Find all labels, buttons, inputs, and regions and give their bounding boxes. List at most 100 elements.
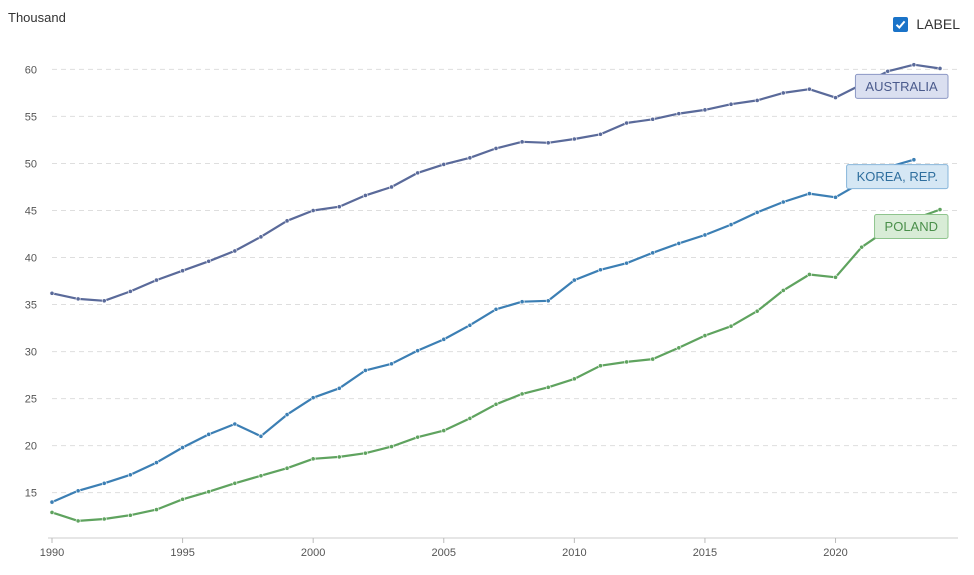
data-point-poland <box>363 450 368 456</box>
data-point-australia <box>75 296 81 302</box>
series-label-box-poland <box>874 213 949 239</box>
data-point-korea <box>702 232 708 238</box>
data-point-poland <box>754 308 760 314</box>
data-point-korea <box>415 348 421 354</box>
data-point-poland <box>127 512 133 518</box>
data-point-poland <box>571 376 577 382</box>
y-tick-label: 35 <box>25 300 37 312</box>
data-point-poland <box>232 480 238 486</box>
data-point-australia <box>780 90 786 96</box>
data-point-poland <box>780 288 786 293</box>
y-axis-unit-label: Thousand <box>8 10 66 25</box>
y-tick-label: 45 <box>25 205 37 217</box>
data-point-poland <box>519 391 525 397</box>
data-point-australia <box>807 86 812 92</box>
data-point-poland <box>728 323 734 329</box>
y-tick-label: 25 <box>25 394 37 406</box>
series-label-korea: KOREA, REP. <box>857 169 938 184</box>
data-point-poland <box>859 244 865 250</box>
data-point-korea <box>258 433 264 439</box>
data-point-korea <box>676 241 682 246</box>
series-line-korea <box>51 158 915 504</box>
label-toggle-checkbox[interactable]: LABEL <box>893 16 960 32</box>
data-point-australia <box>911 62 917 68</box>
data-point-australia <box>336 204 342 210</box>
data-point-australia <box>624 120 629 126</box>
data-point-korea <box>780 199 786 205</box>
series-line-australia <box>51 63 941 302</box>
y-tick-label: 20 <box>25 441 37 453</box>
data-point-korea <box>754 209 760 215</box>
data-point-poland <box>49 510 55 515</box>
data-point-poland <box>415 434 421 440</box>
data-point-australia <box>310 208 316 213</box>
data-point-korea <box>336 385 342 391</box>
data-point-korea <box>49 499 55 505</box>
series-label-australia: AUSTRALIA <box>865 79 938 94</box>
data-point-australia <box>180 268 185 274</box>
data-point-korea <box>75 488 81 494</box>
data-point-korea <box>441 336 447 342</box>
data-point-australia <box>676 111 682 117</box>
data-point-australia <box>206 258 212 264</box>
data-point-korea <box>363 367 368 373</box>
data-point-poland <box>75 518 81 524</box>
series-label-box-korea <box>846 164 949 190</box>
data-point-poland <box>807 272 812 277</box>
data-point-australia <box>885 68 891 74</box>
data-point-poland <box>702 333 708 338</box>
data-point-poland <box>833 274 838 280</box>
x-tick-label: 2010 <box>562 547 586 559</box>
data-point-poland <box>650 356 656 362</box>
data-point-poland <box>180 496 185 502</box>
data-point-australia <box>598 131 603 137</box>
data-point-australia <box>519 139 525 145</box>
data-point-poland <box>336 454 342 460</box>
data-point-australia <box>284 218 290 224</box>
data-point-korea <box>310 395 316 401</box>
data-point-australia <box>415 170 421 176</box>
data-point-korea <box>571 277 577 283</box>
data-point-australia <box>441 162 447 167</box>
data-point-korea <box>598 267 603 273</box>
data-point-korea <box>389 361 394 367</box>
data-point-korea <box>545 298 551 304</box>
data-point-korea <box>101 480 107 486</box>
data-point-korea <box>624 260 629 266</box>
data-point-australia <box>833 95 838 101</box>
data-point-korea <box>833 194 838 200</box>
data-point-australia <box>101 298 107 304</box>
series-line-poland <box>51 208 941 523</box>
data-point-australia <box>363 193 368 198</box>
data-point-korea <box>467 322 473 328</box>
data-point-korea <box>154 460 159 465</box>
x-tick-label: 2000 <box>301 547 325 559</box>
data-point-australia <box>702 107 708 113</box>
data-point-poland <box>937 207 943 212</box>
data-point-australia <box>545 140 551 146</box>
data-point-korea <box>232 421 238 427</box>
y-tick-label: 40 <box>25 253 37 265</box>
y-tick-label: 55 <box>25 111 37 123</box>
data-point-australia <box>571 136 577 142</box>
y-tick-label: 15 <box>25 488 37 500</box>
data-point-korea <box>127 472 133 478</box>
x-tick-label: 2005 <box>432 547 456 559</box>
data-point-poland <box>676 345 682 351</box>
data-point-korea <box>284 412 290 418</box>
checkbox-checked-icon[interactable] <box>893 16 909 32</box>
data-point-australia <box>389 184 394 190</box>
data-point-australia <box>467 155 473 161</box>
y-tick-label: 50 <box>25 158 37 170</box>
data-point-australia <box>650 116 656 122</box>
data-point-poland <box>624 359 629 365</box>
data-point-poland <box>598 363 603 369</box>
x-tick-label: 2015 <box>693 547 717 559</box>
data-point-korea <box>728 222 734 228</box>
data-point-korea <box>807 191 812 196</box>
data-point-poland <box>206 489 212 495</box>
y-tick-label: 30 <box>25 347 37 359</box>
data-point-australia <box>49 290 55 296</box>
data-point-poland <box>258 473 264 479</box>
